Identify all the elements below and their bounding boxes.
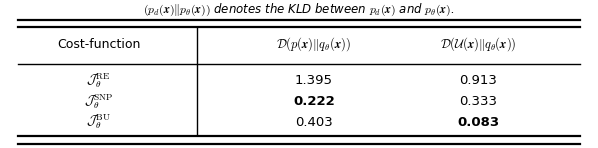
- Text: 0.403: 0.403: [295, 116, 333, 129]
- Text: $\mathcal{J}_\theta^{\mathrm{SNP}}$: $\mathcal{J}_\theta^{\mathrm{SNP}}$: [84, 92, 114, 111]
- Text: 0.333: 0.333: [459, 95, 498, 108]
- Text: $\mathcal{J}_\theta^{\mathrm{BU}}$: $\mathcal{J}_\theta^{\mathrm{BU}}$: [86, 113, 111, 131]
- Text: $(p_d(\boldsymbol{x})\|p_\theta(\boldsymbol{x}))$ denotes the KLD between $p_d(\: $(p_d(\boldsymbol{x})\|p_\theta(\boldsym…: [144, 1, 454, 18]
- Text: 1.395: 1.395: [295, 74, 333, 87]
- Text: $\mathcal{J}_\theta^{\mathrm{RE}}$: $\mathcal{J}_\theta^{\mathrm{RE}}$: [87, 71, 111, 90]
- Text: 0.222: 0.222: [293, 95, 335, 108]
- Text: 0.913: 0.913: [459, 74, 498, 87]
- Text: $\mathcal{D}(\mathcal{U}(\boldsymbol{x})\|q_\theta(\boldsymbol{x}))$: $\mathcal{D}(\mathcal{U}(\boldsymbol{x})…: [440, 36, 517, 53]
- Text: Cost-function: Cost-function: [57, 38, 141, 51]
- Text: 0.083: 0.083: [457, 116, 499, 129]
- Text: $\mathcal{D}(p(\boldsymbol{x})\|q_\theta(\boldsymbol{x}))$: $\mathcal{D}(p(\boldsymbol{x})\|q_\theta…: [276, 36, 352, 53]
